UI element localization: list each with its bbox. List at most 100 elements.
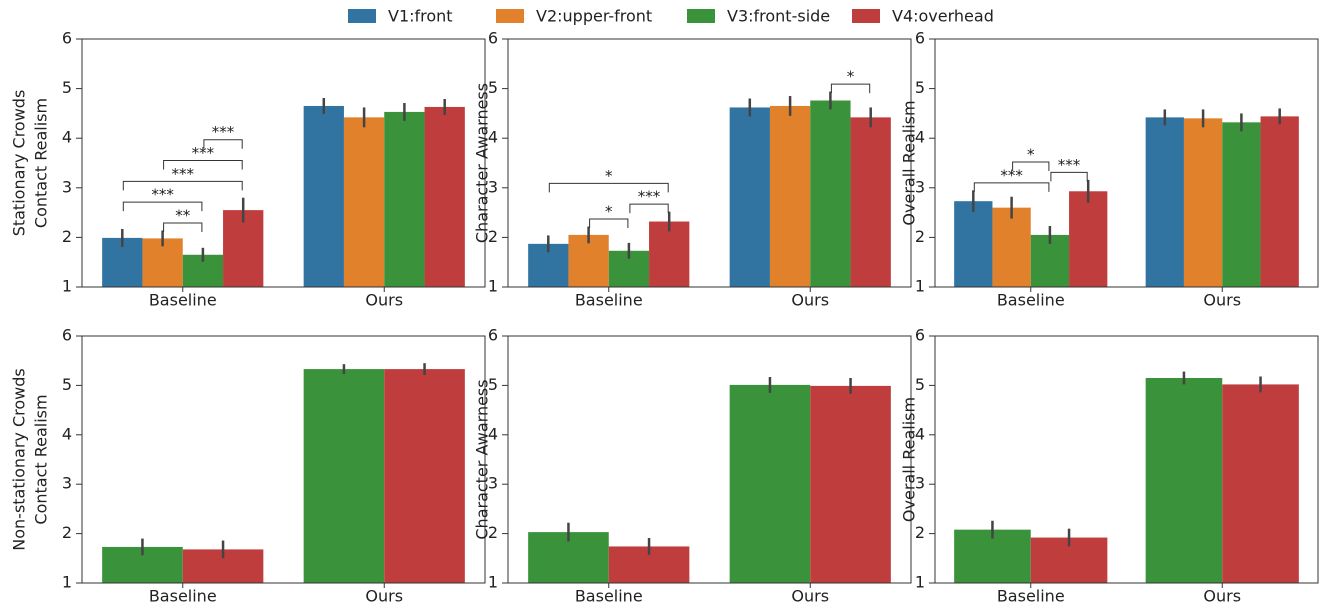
significance-label: ** [175,207,191,225]
y-axis-label: Overall Realism [900,397,919,522]
significance-bracket [548,182,669,193]
y-tick-label: 1 [915,573,925,592]
axes-frame [507,335,912,584]
bar [1145,117,1184,287]
y-tick-label: 6 [488,29,498,48]
x-tick-label: Baseline [149,587,217,606]
significance-bracket [1050,171,1088,182]
significance-label: *** [638,188,661,206]
significance-bracket [830,83,871,94]
significance-label: *** [1000,166,1023,184]
bar [142,238,183,287]
y-tick-label: 5 [915,78,925,97]
bar [992,207,1031,287]
bar [384,111,425,287]
significance-bracket [203,139,243,149]
legend-swatch [496,9,524,23]
y-axis-label: Contact Realism [32,394,51,524]
y-tick-label: 3 [915,177,925,196]
y-tick-label: 2 [62,523,72,542]
x-tick-label: Baseline [149,291,217,310]
y-tick-label: 1 [62,573,72,592]
y-tick-label: 3 [62,474,72,493]
significance-label: * [605,203,613,221]
x-tick-label: Ours [365,291,403,310]
y-tick-label: 2 [488,227,498,246]
axes-frame [81,38,486,288]
y-tick-label: 1 [488,573,498,592]
y-tick-label: 3 [488,474,498,493]
significance-label: * [1027,146,1035,164]
y-tick-label: 3 [488,177,498,196]
bar [343,117,385,287]
y-tick-label: 2 [62,227,72,246]
y-tick-label: 6 [488,326,498,345]
bar [1069,191,1108,287]
x-tick-label: Ours [791,587,829,606]
y-tick-label: 2 [488,523,498,542]
y-tick-label: 2 [915,523,925,542]
y-tick-label: 5 [62,375,72,394]
bar [649,221,690,287]
significance-label: *** [172,165,195,183]
significance-label: * [605,167,613,185]
bar [384,369,465,583]
y-tick-label: 5 [488,375,498,394]
y-tick-label: 2 [915,227,925,246]
legend-swatch [852,9,880,23]
y-tick-label: 4 [62,128,72,147]
bar [303,369,385,583]
x-tick-label: Ours [365,587,403,606]
y-tick-label: 6 [62,29,72,48]
y-tick-label: 1 [62,277,72,296]
significance-label: *** [192,144,215,162]
y-tick-label: 6 [915,326,925,345]
significance-label: * [847,68,855,86]
y-axis-label: Character Awarness [473,379,492,539]
bar [1222,384,1299,583]
y-axis-label: Character Awarness [473,83,492,243]
significance-bracket [973,182,1050,192]
bar [1183,118,1223,287]
bar [810,100,851,287]
x-tick-label: Baseline [997,291,1065,310]
y-tick-label: 4 [915,424,925,443]
bar [729,384,811,583]
significance-bracket [1012,161,1050,172]
y-tick-label: 6 [915,29,925,48]
bar [303,105,344,288]
y-tick-label: 3 [62,177,72,196]
bar [850,117,891,287]
significance-bracket [163,222,203,233]
bar [568,234,609,287]
bar [954,529,1031,583]
significance-bracket [163,160,243,170]
y-tick-label: 4 [915,128,925,147]
y-axis-label: Contact Realism [32,98,51,228]
axes-frame [507,38,912,288]
bar [1222,122,1261,287]
significance-bracket [122,201,203,212]
y-tick-label: 4 [62,424,72,443]
bar [729,107,770,287]
axes-frame [934,335,1319,584]
significance-bracket [629,203,669,214]
y-tick-label: 5 [915,375,925,394]
significance-bracket [589,218,629,229]
y-tick-label: 4 [488,424,498,443]
y-tick-label: 1 [915,277,925,296]
x-tick-label: Baseline [575,587,643,606]
x-tick-label: Baseline [997,587,1065,606]
bar [954,201,993,287]
legend-swatch [348,9,376,23]
legend-label: V3:front-side [727,7,830,26]
legend-label: V2:upper-front [536,7,652,26]
axes-frame [81,335,486,584]
significance-label: *** [151,186,174,204]
x-tick-label: Baseline [575,291,643,310]
y-axis-label: Stationary Crowds [10,90,29,237]
y-tick-label: 6 [62,326,72,345]
legend-label: V1:front [388,7,453,26]
